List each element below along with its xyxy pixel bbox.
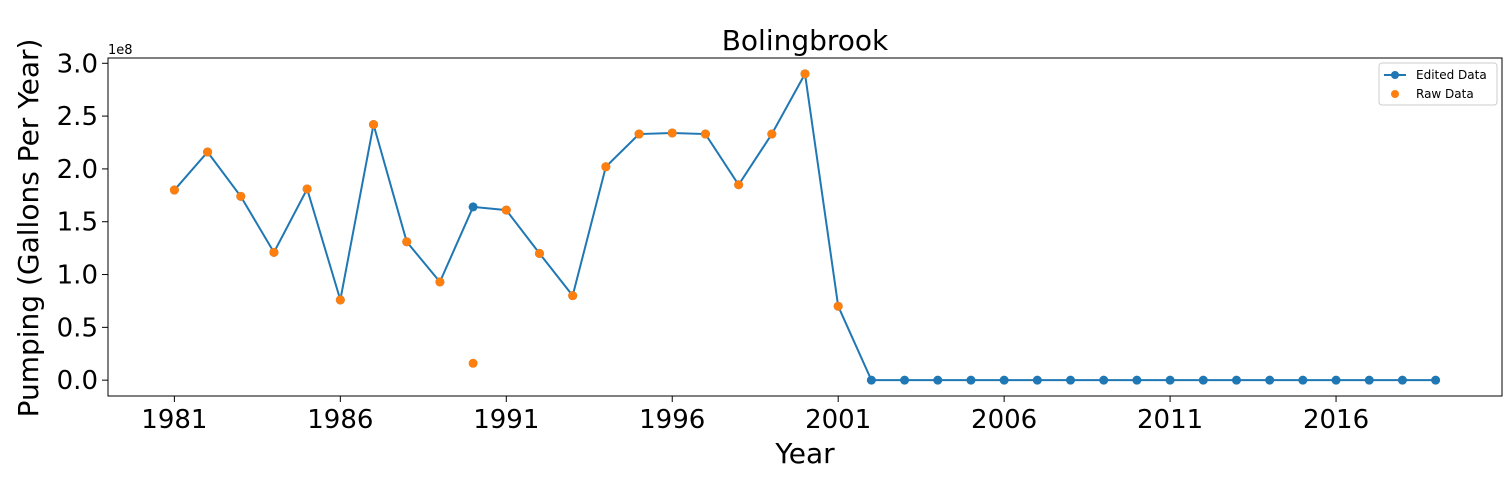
legend-marker-raw (1391, 90, 1399, 98)
point-raw-data (169, 185, 179, 195)
plot-area (169, 69, 1441, 385)
point-edited-data (1099, 375, 1109, 385)
point-raw-data (601, 162, 611, 172)
y-tick-label: 1.0 (57, 261, 98, 291)
point-raw-data (435, 277, 445, 287)
x-tick-label: 2006 (971, 405, 1037, 435)
point-raw-data (634, 129, 644, 139)
y-tick-label: 1.5 (57, 208, 98, 238)
y-tick-label: 3.0 (57, 49, 98, 79)
point-raw-data (700, 129, 710, 139)
legend-label-edited: Edited Data (1416, 68, 1487, 82)
point-raw-data (534, 248, 544, 258)
point-edited-data (1132, 375, 1142, 385)
y-tick-label: 2.5 (57, 102, 98, 132)
point-raw-data (402, 237, 412, 247)
x-tick-label: 1991 (473, 405, 539, 435)
legend-box (1378, 62, 1498, 106)
point-edited-data (866, 375, 876, 385)
y-offset-label: 1e8 (108, 43, 133, 58)
y-axis: 0.0 0.5 1.0 1.5 2.0 2.5 3.0 (57, 49, 108, 396)
point-edited-data (1298, 375, 1308, 385)
point-edited-data (1397, 375, 1407, 385)
legend: Edited Data Raw Data (1378, 62, 1498, 106)
point-raw-data (468, 358, 478, 368)
x-tick-label: 1986 (307, 405, 373, 435)
point-edited-data (933, 375, 943, 385)
x-tick-label: 2001 (805, 405, 871, 435)
plot-frame (107, 57, 1503, 397)
point-edited-data (900, 375, 910, 385)
point-edited-data (1066, 375, 1076, 385)
point-edited-data (1431, 375, 1441, 385)
point-edited-data (468, 202, 478, 212)
x-tick-label: 1981 (141, 405, 207, 435)
point-raw-data (302, 184, 312, 194)
point-raw-data (800, 69, 810, 79)
point-edited-data (1364, 375, 1374, 385)
point-raw-data (667, 128, 677, 138)
point-edited-data (1198, 375, 1208, 385)
point-raw-data (369, 120, 379, 130)
point-raw-data (236, 191, 246, 201)
point-raw-data (734, 180, 744, 190)
legend-label-raw: Raw Data (1416, 87, 1474, 101)
point-edited-data (1331, 375, 1341, 385)
legend-marker-edited (1391, 71, 1399, 79)
point-raw-data (833, 301, 843, 311)
point-raw-data (501, 205, 511, 215)
chart-title: Bolingbrook (722, 24, 889, 57)
x-tick-label: 2011 (1137, 405, 1203, 435)
series-line-edited-data (173, 70, 1436, 382)
point-raw-data (568, 291, 578, 301)
y-axis-title: Pumping (Gallons Per Year) (12, 39, 45, 418)
x-tick-label: 1996 (639, 405, 705, 435)
point-raw-data (767, 129, 777, 139)
x-tick-label: 2016 (1303, 405, 1369, 435)
point-raw-data (203, 147, 213, 157)
x-axis-title: Year (774, 437, 835, 470)
point-edited-data (1231, 375, 1241, 385)
point-edited-data (1165, 375, 1175, 385)
point-edited-data (999, 375, 1009, 385)
y-tick-label: 0.5 (57, 313, 98, 343)
y-tick-label: 2.0 (57, 155, 98, 185)
point-raw-data (269, 247, 279, 257)
point-raw-data (335, 295, 345, 305)
point-edited-data (966, 375, 976, 385)
x-axis: 1981 1986 1991 1996 2001 2006 2011 2016 (141, 396, 1369, 435)
point-edited-data (1032, 375, 1042, 385)
point-edited-data (1265, 375, 1275, 385)
y-tick-label: 0.0 (57, 366, 98, 396)
